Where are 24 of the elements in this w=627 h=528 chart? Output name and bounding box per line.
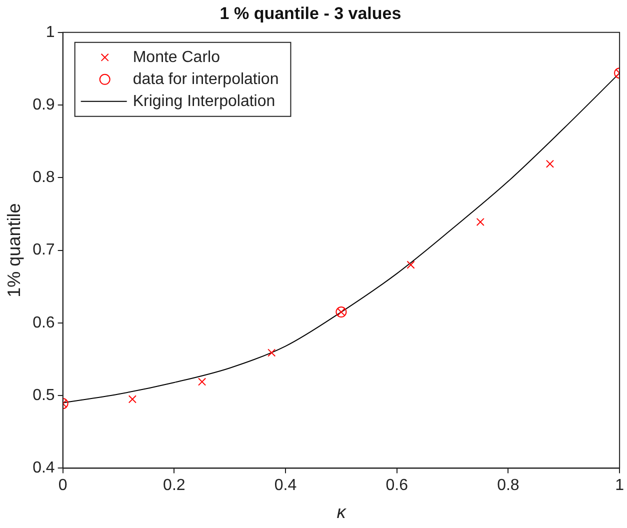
legend-label: Kriging Interpolation — [132, 92, 276, 110]
x-tick-label: 0.6 — [386, 477, 408, 494]
point — [406, 260, 415, 269]
x-tick-label: 0.4 — [274, 477, 297, 494]
y-tick-label: 0.4 — [32, 460, 55, 477]
chart-title: 1 % quantile - 3 values — [220, 4, 402, 23]
x-axis-title: κ — [336, 502, 347, 522]
y-tick-label: 0.7 — [32, 242, 55, 259]
y-tick-label: 0.8 — [32, 169, 55, 186]
y-axis-title: 1% quantile — [4, 203, 24, 298]
y-tick-label: 0.5 — [32, 386, 55, 404]
point — [198, 378, 206, 386]
legend-label: data for interpolation — [132, 70, 279, 88]
point — [546, 160, 554, 168]
point — [476, 218, 484, 226]
y-tick-label: 1 — [46, 24, 55, 41]
point — [268, 348, 276, 357]
y-tick-label: 0.9 — [32, 96, 55, 114]
y-tick-label: 0.6 — [32, 314, 55, 332]
x-tick-label: 0.2 — [163, 477, 186, 494]
legend-label: Monte Carlo — [132, 48, 220, 66]
x-tick-label: 0 — [58, 477, 68, 494]
x-tick-label: 0.8 — [497, 477, 520, 494]
x-tick-label: 1 — [615, 477, 624, 494]
